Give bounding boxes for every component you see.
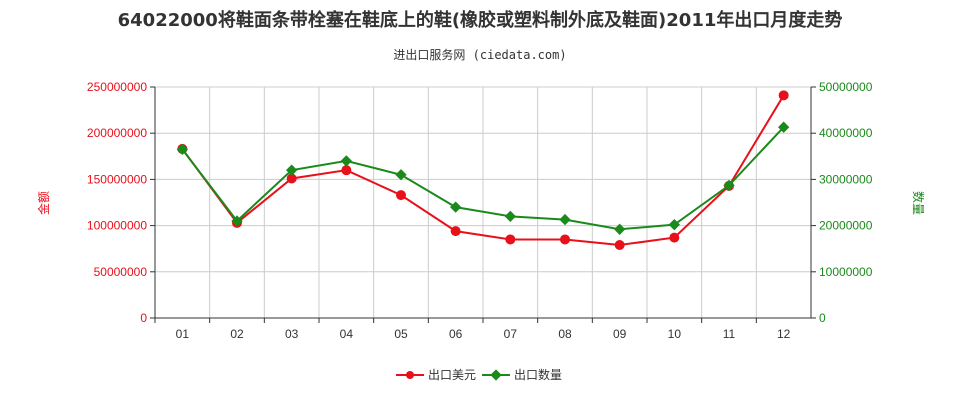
- quantity-point: [504, 210, 516, 223]
- right-tick-label: 40000000: [819, 126, 873, 140]
- x-tick-label: 03: [285, 327, 299, 341]
- x-tick-label: 06: [449, 327, 463, 341]
- right-axis-ticks: 0 10000000 20000000 30000000 40000000 5000000…: [819, 80, 873, 325]
- x-tick-label: 12: [777, 327, 791, 341]
- quantity-point: [231, 215, 243, 227]
- quantity-point: [395, 169, 407, 181]
- left-tick-label: 250000000: [87, 80, 147, 94]
- x-tick-label: 10: [668, 327, 682, 341]
- left-tick-label: 150000000: [87, 172, 147, 186]
- quantity-point: [340, 155, 352, 167]
- grid-lines: [155, 86, 812, 318]
- x-tick-label: 01: [176, 327, 190, 341]
- left-axis-ticks: 0 50000000 100000000 150000000 200000000 2500…: [87, 80, 147, 325]
- x-tick-label: 04: [340, 327, 354, 341]
- legend-quantity-label: 出口数量: [514, 367, 562, 382]
- amount-point: [396, 190, 406, 201]
- right-tick-label: 0: [819, 311, 826, 325]
- quantity-point: [286, 164, 298, 176]
- amount-point: [341, 165, 352, 176]
- x-axis-ticks: 01 02 03 04 05 06 07 08 09 10 11 12: [176, 327, 791, 341]
- left-tick-label: 0: [140, 311, 147, 325]
- right-tick-label: 30000000: [819, 172, 873, 186]
- quantity-point: [668, 219, 680, 231]
- amount-point: [669, 232, 680, 243]
- amount-point: [286, 173, 297, 184]
- amount-point: [778, 90, 789, 101]
- right-tick-label: 20000000: [819, 219, 873, 233]
- x-tick-label: 07: [504, 327, 518, 341]
- quantity-point: [176, 143, 188, 156]
- right-axis-label: 数量: [911, 191, 926, 215]
- chart-title: 64022000将鞋面条带栓塞在鞋底上的鞋(橡胶或塑料制外底及鞋面)2011年出…: [117, 10, 843, 31]
- left-tick-label: 100000000: [87, 219, 147, 233]
- series-layer: [176, 90, 790, 251]
- legend-amount-marker: [406, 371, 414, 379]
- amount-point: [450, 226, 461, 237]
- quantity-point: [450, 201, 462, 213]
- right-tick-label: 10000000: [819, 265, 873, 279]
- quantity-point: [614, 223, 626, 235]
- amount-series-line: [181, 94, 785, 247]
- left-tick-label: 200000000: [87, 126, 147, 140]
- x-tick-label: 05: [394, 327, 408, 341]
- x-tick-label: 11: [723, 327, 736, 341]
- left-axis-label: 金额: [36, 191, 51, 215]
- amount-point: [614, 240, 625, 251]
- amount-point: [505, 234, 516, 245]
- right-tick-label: 50000000: [819, 80, 873, 94]
- x-tick-label: 08: [558, 327, 572, 341]
- legend-amount-label: 出口美元: [428, 368, 476, 382]
- chart-subtitle: 进出口服务网 (ciedata.com): [393, 48, 567, 62]
- quantity-series-line: [181, 126, 785, 231]
- quantity-point: [723, 179, 735, 192]
- amount-point: [560, 234, 570, 245]
- legend-quantity-marker: [490, 369, 502, 381]
- quantity-point: [559, 213, 571, 226]
- x-tick-label: 09: [613, 327, 627, 341]
- legend: 出口美元 出口数量: [396, 367, 562, 382]
- axes: [150, 86, 816, 323]
- x-tick-label: 02: [230, 327, 244, 341]
- left-tick-label: 50000000: [94, 265, 148, 279]
